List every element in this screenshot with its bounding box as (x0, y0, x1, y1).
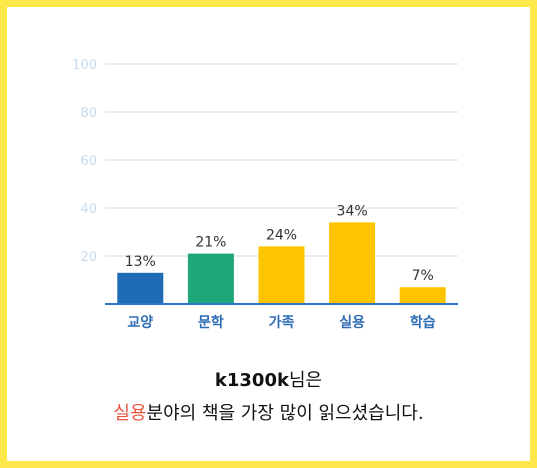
summary-line-2-suffix: 분야의 책을 가장 많이 읽으셨습니다. (146, 403, 424, 424)
y-tick-label: 40 (80, 202, 97, 217)
data-label: 21% (195, 235, 226, 251)
bar-3 (329, 222, 376, 304)
bar-1 (187, 253, 234, 304)
y-tick-label: 100 (72, 58, 97, 73)
y-tick-label: 20 (80, 250, 97, 265)
bar-4 (399, 287, 446, 304)
y-tick-label: 60 (80, 154, 97, 169)
bar-chart: 20 40 60 80 100 13% 교양 21% 문학 24% 가족 34% 실용 7% 학습 (72, 58, 458, 331)
x-tick-label: 교양 (127, 315, 153, 331)
data-label: 24% (266, 227, 297, 243)
summary-line-1: k1300k님은 (0, 366, 537, 392)
top-category: 실용 (113, 403, 147, 424)
bar-0 (117, 272, 164, 304)
x-tick-label: 가족 (269, 315, 295, 331)
data-label: 7% (412, 268, 434, 284)
user-name: k1300k (214, 370, 289, 391)
x-tick-label: 학습 (410, 315, 436, 331)
bar-2 (258, 246, 305, 304)
x-tick-label: 실용 (339, 315, 365, 331)
x-tick-label: 문학 (198, 315, 224, 331)
summary-line-1-suffix: 님은 (288, 370, 323, 391)
data-label: 34% (337, 203, 368, 219)
y-tick-label: 80 (80, 106, 97, 121)
summary-line-2: 실용분야의 책을 가장 많이 읽으셨습니다. (0, 399, 537, 425)
data-label: 13% (125, 254, 156, 270)
